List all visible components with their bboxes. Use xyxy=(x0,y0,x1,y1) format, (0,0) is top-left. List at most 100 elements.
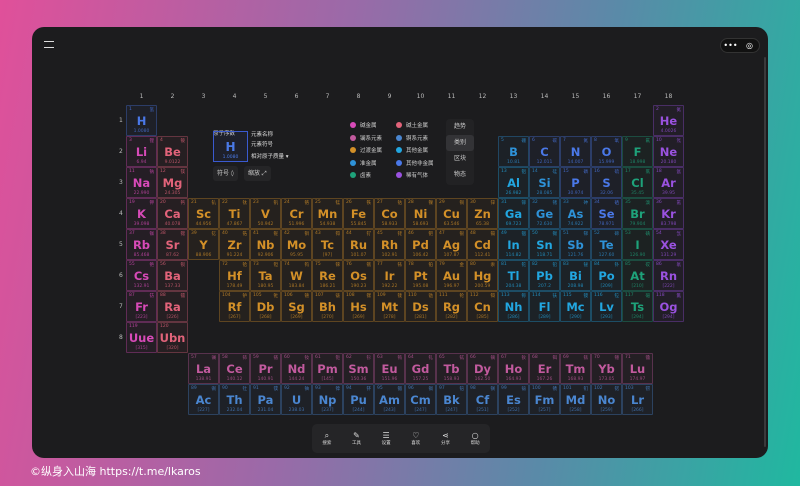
element-cell-ca[interactable]: 20 钙 Ca 40.078 xyxy=(157,198,188,229)
element-cell-n[interactable]: 7 氮 N 14.007 xyxy=(560,136,591,167)
element-cell-as[interactable]: 33 砷 As 74.922 xyxy=(560,198,591,229)
element-cell-pm[interactable]: 61 钷 Pm [145] xyxy=(312,353,343,384)
element-cell-gd[interactable]: 64 钆 Gd 157.25 xyxy=(405,353,436,384)
legend-item-actinide[interactable]: 锕系元素 xyxy=(396,134,428,142)
mode-tab[interactable]: 类别 xyxy=(446,135,474,151)
element-cell-ds[interactable]: 110 𫟼 Ds [281] xyxy=(405,291,436,322)
legend-item-metalloid[interactable]: 准金属 xyxy=(350,159,377,167)
hamburger-icon[interactable] xyxy=(44,41,54,48)
element-cell-cs[interactable]: 55 铯 Cs 132.91 xyxy=(126,260,157,291)
element-cell-lr[interactable]: 103 铹 Lr [266] xyxy=(622,384,653,415)
element-cell-ta[interactable]: 73 钽 Ta 180.95 xyxy=(250,260,281,291)
element-cell-rg[interactable]: 111 𬬭 Rg [282] xyxy=(436,291,467,322)
element-cell-ar[interactable]: 18 氩 Ar 39.95 xyxy=(653,167,684,198)
element-cell-ni[interactable]: 28 镍 Ni 58.693 xyxy=(405,198,436,229)
legend-item-noble[interactable]: 稀有气体 xyxy=(396,171,428,179)
element-cell-re[interactable]: 75 铼 Re 186.21 xyxy=(312,260,343,291)
element-cell-ge[interactable]: 32 锗 Ge 72.630 xyxy=(529,198,560,229)
element-cell-sn[interactable]: 50 锡 Sn 118.71 xyxy=(529,229,560,260)
element-cell-sb[interactable]: 51 锑 Sb 121.76 xyxy=(560,229,591,260)
element-cell-nb[interactable]: 41 铌 Nb 92.906 xyxy=(250,229,281,260)
element-cell-ba[interactable]: 56 钡 Ba 137.33 xyxy=(157,260,188,291)
element-cell-cr[interactable]: 24 铬 Cr 51.996 xyxy=(281,198,312,229)
element-cell-ts[interactable]: 117 鿬 Ts [294] xyxy=(622,291,653,322)
element-cell-mc[interactable]: 115 镆 Mc [290] xyxy=(560,291,591,322)
element-cell-eu[interactable]: 63 铕 Eu 151.96 xyxy=(374,353,405,384)
element-cell-sm[interactable]: 62 钐 Sm 150.36 xyxy=(343,353,374,384)
element-cell-mo[interactable]: 42 钼 Mo 95.95 xyxy=(281,229,312,260)
element-cell-br[interactable]: 35 溴 Br 79.904 xyxy=(622,198,653,229)
element-cell-nd[interactable]: 60 钕 Nd 144.24 xyxy=(281,353,312,384)
legend-item-lanthanide[interactable]: 镧系元素 xyxy=(350,134,382,142)
element-cell-pr[interactable]: 59 镨 Pr 140.91 xyxy=(250,353,281,384)
element-cell-na[interactable]: 11 钠 Na 22.990 xyxy=(126,167,157,198)
element-cell-se[interactable]: 34 硒 Se 78.971 xyxy=(591,198,622,229)
mode-tab[interactable]: 物态 xyxy=(453,171,466,178)
scrollbar[interactable] xyxy=(764,57,766,447)
element-cell-zr[interactable]: 40 锆 Zr 91.224 xyxy=(219,229,250,260)
key-mass-dropdown[interactable]: 相对原子质量 ▾ xyxy=(251,154,289,160)
element-cell-rh[interactable]: 45 铑 Rh 102.91 xyxy=(374,229,405,260)
element-cell-ac[interactable]: 89 锕 Ac [227] xyxy=(188,384,219,415)
element-cell-fr[interactable]: 87 钫 Fr [223] xyxy=(126,291,157,322)
element-cell-es[interactable]: 99 锿 Es [252] xyxy=(498,384,529,415)
zoom-button[interactable]: 缩放 ⤢ xyxy=(244,166,271,181)
element-cell-bk[interactable]: 97 锫 Bk [247] xyxy=(436,384,467,415)
element-cell-tm[interactable]: 69 铥 Tm 168.93 xyxy=(560,353,591,384)
element-cell-la[interactable]: 57 镧 La 138.91 xyxy=(188,353,219,384)
element-cell-bi[interactable]: 83 铋 Bi 208.98 xyxy=(560,260,591,291)
element-cell-mt[interactable]: 109 鿏 Mt [278] xyxy=(374,291,405,322)
element-cell-os[interactable]: 76 锇 Os 190.23 xyxy=(343,260,374,291)
element-cell-si[interactable]: 14 硅 Si 28.085 xyxy=(529,167,560,198)
element-cell-db[interactable]: 105 𬭊 Db [268] xyxy=(250,291,281,322)
element-cell-hs[interactable]: 108 𬭶 Hs [269] xyxy=(343,291,374,322)
element-cell-lv[interactable]: 116 𫟷 Lv [293] xyxy=(591,291,622,322)
element-cell-sg[interactable]: 106 𬭳 Sg [269] xyxy=(281,291,312,322)
element-cell-nh[interactable]: 113 鿭 Nh [286] xyxy=(498,291,529,322)
element-cell-be[interactable]: 4 铍 Be 9.0122 xyxy=(157,136,188,167)
more-button[interactable]: ••• xyxy=(723,41,738,50)
element-cell-w[interactable]: 74 钨 W 183.84 xyxy=(281,260,312,291)
element-cell-kr[interactable]: 36 氪 Kr 83.798 xyxy=(653,198,684,229)
toolbar-help-button[interactable]: ○ 帮助 xyxy=(471,431,480,446)
legend-item-nonmetal[interactable]: 其他非金属 xyxy=(396,159,434,167)
element-cell-th[interactable]: 90 钍 Th 232.04 xyxy=(219,384,250,415)
element-cell-uue[interactable]: 119 Uue [315] xyxy=(126,322,157,353)
element-cell-ho[interactable]: 67 钬 Ho 164.93 xyxy=(498,353,529,384)
legend-item-alkaline[interactable]: 碱土金属 xyxy=(396,121,428,129)
element-cell-c[interactable]: 6 碳 C 12.011 xyxy=(529,136,560,167)
record-icon[interactable]: ◎ xyxy=(746,41,753,50)
element-cell-no[interactable]: 102 锘 No [259] xyxy=(591,384,622,415)
element-cell-tc[interactable]: 43 锝 Tc [97] xyxy=(312,229,343,260)
element-cell-hg[interactable]: 80 汞 Hg 200.59 xyxy=(467,260,498,291)
toolbar-tools-button[interactable]: ✎ 工具 xyxy=(352,431,361,446)
element-cell-pd[interactable]: 46 钯 Pd 106.42 xyxy=(405,229,436,260)
element-cell-yb[interactable]: 70 镱 Yb 173.05 xyxy=(591,353,622,384)
symbol-button[interactable]: 符号 ◊ xyxy=(213,166,238,181)
element-cell-u[interactable]: 92 铀 U 238.03 xyxy=(281,384,312,415)
element-cell-xe[interactable]: 54 氙 Xe 131.29 xyxy=(653,229,684,260)
element-cell-ne[interactable]: 10 氖 Ne 20.180 xyxy=(653,136,684,167)
legend-item-alkali[interactable]: 碱金属 xyxy=(350,121,377,129)
legend-item-post[interactable]: 其他金属 xyxy=(396,146,428,154)
element-cell-zn[interactable]: 30 锌 Zn 65.38 xyxy=(467,198,498,229)
element-cell-b[interactable]: 5 硼 B 10.81 xyxy=(498,136,529,167)
mode-tab[interactable]: 趋势 xyxy=(453,123,466,130)
element-cell-mn[interactable]: 25 锰 Mn 54.938 xyxy=(312,198,343,229)
element-cell-md[interactable]: 101 钔 Md [258] xyxy=(560,384,591,415)
element-cell-mg[interactable]: 12 镁 Mg 24.305 xyxy=(157,167,188,198)
element-cell-ir[interactable]: 77 铱 Ir 192.22 xyxy=(374,260,405,291)
element-cell-pt[interactable]: 78 铂 Pt 195.08 xyxy=(405,260,436,291)
element-cell-at[interactable]: 85 砹 At [210] xyxy=(622,260,653,291)
element-cell-og[interactable]: 118 鿫 Og [294] xyxy=(653,291,684,322)
element-cell-au[interactable]: 79 金 Au 196.97 xyxy=(436,260,467,291)
element-cell-rf[interactable]: 104 𬬻 Rf [267] xyxy=(219,291,250,322)
element-cell-te[interactable]: 52 碲 Te 127.60 xyxy=(591,229,622,260)
element-cell-rb[interactable]: 37 铷 Rb 85.468 xyxy=(126,229,157,260)
element-cell-ga[interactable]: 31 镓 Ga 69.723 xyxy=(498,198,529,229)
toolbar-heart-button[interactable]: ♡ 喜欢 xyxy=(411,431,420,446)
element-cell-y[interactable]: 39 钇 Y 88.906 xyxy=(188,229,219,260)
element-cell-al[interactable]: 13 铝 Al 26.982 xyxy=(498,167,529,198)
element-cell-tb[interactable]: 65 铽 Tb 158.93 xyxy=(436,353,467,384)
element-cell-ru[interactable]: 44 钌 Ru 101.07 xyxy=(343,229,374,260)
